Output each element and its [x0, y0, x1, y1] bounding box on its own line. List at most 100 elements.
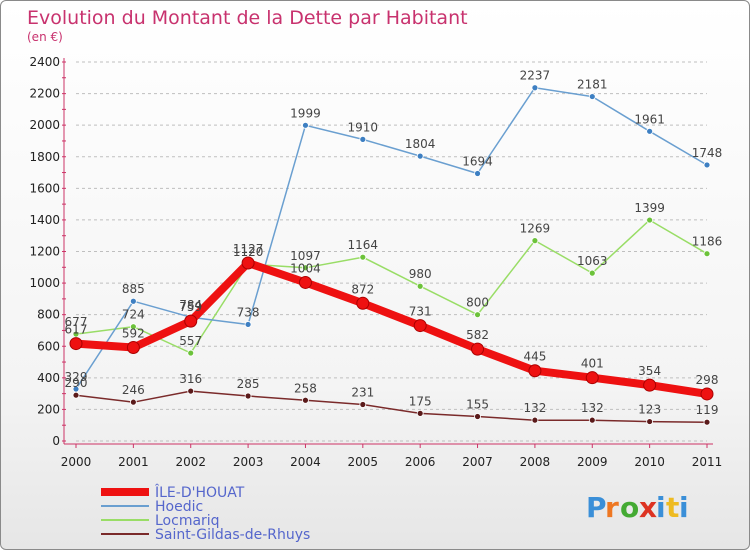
legend-label-2: Locmariq — [155, 513, 220, 529]
series-2-label-2004: 1999 — [290, 106, 321, 120]
series-0-label-2000: 290 — [65, 376, 88, 390]
series-1-point-2009 — [588, 269, 596, 277]
series-2-point-2007 — [474, 170, 481, 177]
series-1-label-2006: 980 — [409, 267, 432, 281]
x-tick-label-2001: 2001 — [118, 455, 149, 469]
series-2-point-2010 — [646, 127, 654, 135]
series-1-label-2010: 1399 — [634, 201, 665, 215]
series-1-label-2002: 557 — [179, 334, 202, 348]
y-tick-label-1000: 1000 — [29, 276, 60, 290]
series-3-label-2001: 592 — [122, 327, 145, 341]
series-2-label-2000: 329 — [65, 370, 88, 384]
axes: 0 200 400 600 800 1000 1200 1400 1600 1800 2000 220… — [29, 55, 722, 469]
series-2-point-2008 — [531, 84, 539, 92]
series-2-point-2004 — [302, 121, 309, 129]
series-3-line — [72, 259, 711, 398]
series-0-label-2006: 175 — [409, 394, 432, 408]
chart-subtitle: (en €) — [27, 30, 63, 44]
series-0-point-2011 — [703, 418, 711, 426]
series-3-label-2009: 401 — [581, 357, 604, 371]
series-3-label-2007: 582 — [466, 328, 489, 342]
series-3-point-2008 — [528, 364, 542, 378]
series-3-point-2001 — [126, 341, 140, 355]
series-0-label-2009: 132 — [581, 401, 604, 415]
series-0-point-2007 — [474, 413, 481, 420]
series-2-point-2000 — [72, 385, 80, 393]
series-layer — [69, 84, 714, 426]
series-1-label-2008: 1269 — [520, 222, 551, 236]
x-tick-label-2006: 2006 — [405, 455, 436, 469]
series-3-point-2005 — [356, 296, 370, 310]
series-0-label-2005: 231 — [351, 386, 374, 400]
series-2-label-2006: 1804 — [405, 137, 436, 151]
series-2-label-2010: 1961 — [634, 112, 665, 126]
logo-letter: i — [679, 491, 689, 524]
series-3-point-2011 — [700, 387, 714, 401]
series-0-label-2010: 123 — [638, 403, 661, 417]
series-3-point-2004 — [298, 275, 312, 289]
series-3-label-2008: 445 — [523, 350, 546, 364]
y-tick-label-1800: 1800 — [29, 150, 60, 164]
x-tick-label-2004: 2004 — [290, 455, 321, 469]
logo-letter: t — [666, 491, 679, 524]
y-tick-label-200: 200 — [37, 402, 60, 416]
series-3-label-2003: 1127 — [233, 242, 264, 256]
series-1-label-2001: 724 — [122, 308, 145, 322]
y-tick-label-0: 0 — [52, 434, 60, 448]
series-0-point-2004 — [302, 396, 309, 404]
series-2-line — [75, 86, 708, 390]
x-tick-label-2011: 2011 — [692, 455, 723, 469]
y-tick-label-2400: 2400 — [29, 55, 60, 69]
series-2-label-2011: 1748 — [692, 146, 723, 160]
series-1-point-2005 — [359, 253, 367, 261]
series-0-point-2003 — [244, 392, 252, 400]
series-0-point-2002 — [187, 387, 195, 395]
series-0-label-2004: 258 — [294, 381, 317, 395]
series-2-point-2001 — [129, 297, 137, 305]
x-tick-label-2000: 2000 — [61, 455, 92, 469]
series-0-point-2006 — [416, 409, 424, 417]
series-0-label-2008: 132 — [523, 401, 546, 415]
series-2-point-2003 — [244, 321, 252, 328]
series-2-point-2005 — [359, 135, 367, 143]
logo-letter: x — [639, 491, 657, 524]
y-tick-label-800: 800 — [37, 308, 60, 322]
y-tick-label-1200: 1200 — [29, 245, 60, 259]
series-3-point-2006 — [413, 319, 427, 333]
series-2-label-2003: 738 — [237, 305, 260, 319]
x-tick-label-2002: 2002 — [175, 455, 206, 469]
y-tick-label-600: 600 — [37, 339, 60, 353]
series-1-point-2006 — [416, 282, 424, 290]
series-2-label-2009: 2181 — [577, 78, 608, 92]
series-2-point-2006 — [416, 152, 424, 160]
series-1-label-2011: 1186 — [692, 235, 723, 249]
series-1-line — [75, 219, 708, 354]
series-1-point-2004 — [302, 264, 309, 272]
series-0-point-2001 — [129, 398, 137, 406]
x-tick-label-2009: 2009 — [577, 455, 608, 469]
series-3-point-2007 — [471, 342, 485, 356]
series-2-point-2009 — [588, 93, 596, 100]
series-1-point-2008 — [531, 237, 539, 245]
series-1-point-2002 — [187, 349, 195, 357]
series-1-label-2007: 800 — [466, 296, 489, 310]
series-3-label-2010: 354 — [638, 364, 661, 378]
series-1-point-2001 — [129, 323, 137, 331]
data-labels: 290 246 316 285 258 231 175 155 132 132 123 119 677 7… — [65, 69, 723, 417]
series-0-point-2010 — [646, 418, 654, 425]
series-1-point-2011 — [703, 250, 711, 258]
series-3-label-2005: 872 — [351, 282, 374, 296]
series-0-point-2009 — [588, 416, 596, 424]
series-0-label-2003: 285 — [237, 377, 260, 391]
series-0-label-2007: 155 — [466, 398, 489, 412]
series-1-label-2009: 1063 — [577, 254, 608, 268]
series-3-label-2002: 759 — [179, 300, 202, 314]
series-3-point-2003 — [241, 256, 255, 270]
series-0-line — [75, 390, 708, 423]
series-1-label-2005: 1164 — [348, 238, 379, 252]
series-2-point-2011 — [703, 161, 711, 169]
series-1-point-2010 — [646, 216, 654, 224]
y-tick-label-1600: 1600 — [29, 181, 60, 195]
